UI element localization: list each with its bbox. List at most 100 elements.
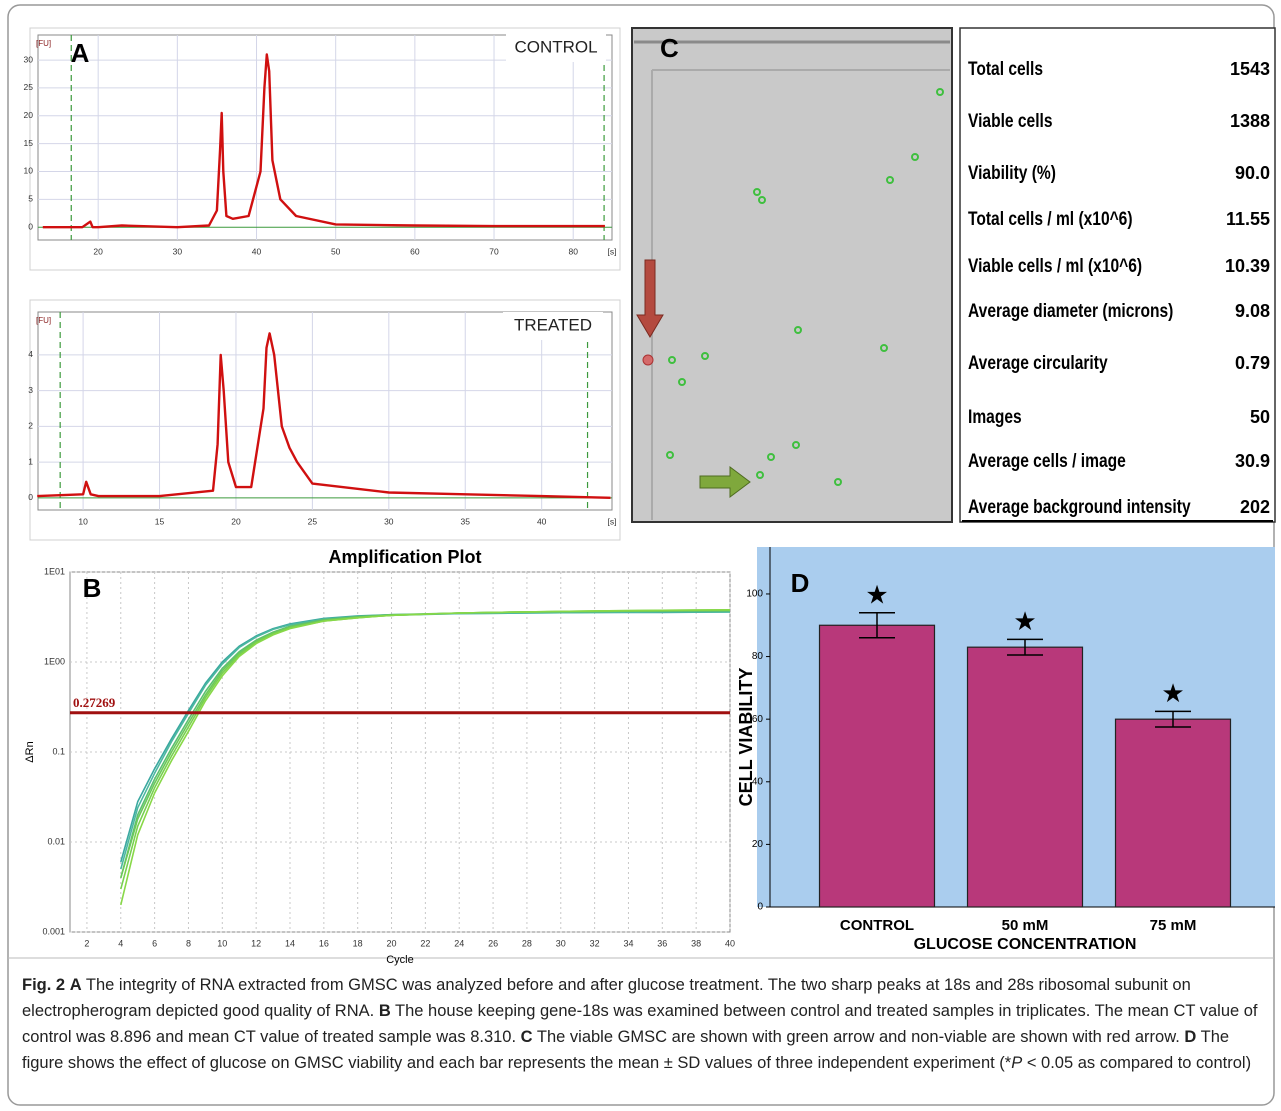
x-tick-label: 8: [186, 938, 191, 948]
table-label: Viable cells: [968, 110, 1053, 132]
annotation-box: [506, 34, 606, 62]
y-tick-label: 25: [24, 82, 34, 92]
panel-label: A: [71, 38, 90, 68]
x-axis-label: Cycle: [386, 954, 414, 966]
x-tick-label: 34: [623, 938, 633, 948]
x-tick-label: 32: [590, 938, 600, 948]
x-axis-label: GLUCOSE CONCENTRATION: [914, 936, 1137, 953]
x-tick-label: 15: [155, 516, 165, 526]
y-tick-label: 30: [24, 54, 34, 64]
y-tick-label: 20: [752, 839, 764, 850]
y-tick-label: 40: [752, 776, 764, 787]
x-tick-label: 40: [252, 246, 262, 256]
x-tick-label: 6: [152, 938, 157, 948]
y-tick-label: 100: [746, 589, 763, 600]
caption-text: The figure shows the effect of glucose o…: [22, 1028, 1230, 1072]
annotation: TREATED: [514, 315, 592, 334]
caption-text: The house keeping gene-18s was examined …: [22, 1002, 1258, 1046]
table-label: Viability (%): [968, 162, 1056, 184]
table-label: Total cells: [968, 58, 1043, 80]
table-label: Viable cells / ml (x10^6): [968, 255, 1142, 277]
caption-text: The viable GMSC are shown with green arr…: [536, 1028, 1180, 1046]
x-unit-label: [s]: [608, 516, 617, 526]
error-bar: [1155, 710, 1191, 728]
trace: [37, 332, 611, 499]
caption-label: D: [1184, 1028, 1197, 1046]
image-frame: [631, 27, 953, 523]
table-value: 1388: [1230, 111, 1270, 131]
x-tick-label: 28: [522, 938, 532, 948]
table-value: 0.79: [1235, 353, 1270, 373]
caption: Fig. 2 A The integrity of RNA extracted …: [22, 972, 1267, 1076]
x-tick-label: 60: [410, 246, 420, 256]
x-tick-label: 40: [725, 938, 735, 948]
bar: [818, 624, 936, 908]
bar: [1114, 718, 1232, 908]
stats-table: [959, 27, 1276, 523]
caption-italic: P: [1011, 1054, 1023, 1072]
caption-text: The integrity of RNA extracted from GMSC…: [22, 976, 1191, 1020]
annotation-box: [503, 312, 603, 340]
x-tick-label: 30: [384, 516, 394, 526]
x-tick-label: 35: [461, 516, 471, 526]
caption-label: B: [378, 1002, 391, 1020]
y-tick-label: 1: [28, 456, 33, 466]
table-label: Average circularity: [968, 352, 1108, 374]
table-label: Average background intensity: [968, 496, 1191, 518]
y-unit-label: [FU]: [36, 39, 51, 48]
table-value: 202: [1240, 497, 1270, 517]
plot-area: [37, 34, 613, 241]
table-value: 90.0: [1235, 163, 1270, 183]
viable-cells: [666, 88, 944, 486]
y-tick-label: 2: [28, 421, 33, 431]
non-viable-cell: [642, 354, 654, 366]
x-tick-label: 80: [568, 246, 578, 256]
x-tick-label: 10: [78, 516, 88, 526]
x-tick-label: 20: [231, 516, 241, 526]
x-tick-label: 30: [173, 246, 183, 256]
table-value: 10.39: [1225, 256, 1270, 276]
y-axis-label: ΔRn: [24, 741, 36, 762]
x-tick-label: 12: [251, 938, 261, 948]
y-tick-label: 0.1: [52, 746, 65, 756]
trace: [120, 611, 730, 870]
red-arrow: [636, 259, 664, 338]
x-tick-label: 38: [691, 938, 701, 948]
error-bar: [1007, 638, 1043, 656]
caption-label: C: [520, 1028, 533, 1046]
y-tick-label: 0: [28, 221, 33, 231]
x-tick-label: 70: [489, 246, 499, 256]
x-tick-label: 18: [353, 938, 363, 948]
y-tick-label: 0.001: [42, 926, 65, 936]
x-tick-label: 2: [84, 938, 89, 948]
y-tick-label: 10: [24, 166, 34, 176]
x-tick-label: 75 mM: [1150, 917, 1197, 934]
x-tick-label: 50: [331, 246, 341, 256]
y-tick-label: 20: [24, 110, 34, 120]
bar: [966, 646, 1084, 908]
y-tick-label: 1E00: [44, 656, 65, 666]
x-tick-label: 30: [556, 938, 566, 948]
y-tick-label: 0: [757, 902, 763, 913]
y-tick-label: 3: [28, 385, 33, 395]
significance-star: ★: [1013, 606, 1036, 636]
x-tick-label: 22: [420, 938, 430, 948]
microscope-image: C: [631, 27, 953, 523]
annotation: CONTROL: [514, 37, 597, 56]
y-tick-label: 15: [24, 138, 34, 148]
y-tick-label: 80: [752, 651, 764, 662]
caption-label: A: [69, 976, 82, 994]
figure-label: Fig. 2: [22, 976, 66, 994]
x-unit-label: [s]: [608, 246, 617, 256]
y-axis-label: CELL VIABILITY: [736, 668, 756, 807]
panel-label: D: [791, 568, 810, 598]
table-value: 30.9: [1235, 451, 1270, 471]
y-tick-label: 1E01: [44, 566, 65, 576]
table-label: Average cells / image: [968, 450, 1126, 472]
x-tick-label: 4: [118, 938, 123, 948]
x-tick-label: 36: [657, 938, 667, 948]
x-tick-label: 20: [387, 938, 397, 948]
table-value: 50: [1250, 407, 1270, 427]
